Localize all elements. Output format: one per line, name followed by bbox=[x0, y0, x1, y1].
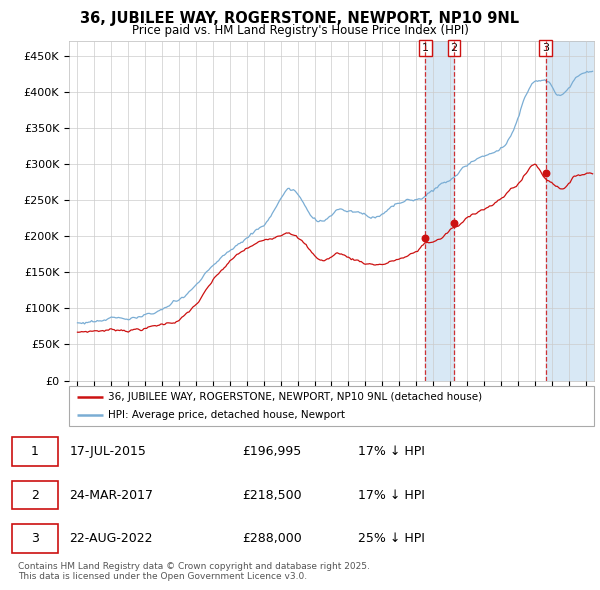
Text: 25% ↓ HPI: 25% ↓ HPI bbox=[358, 532, 424, 545]
Point bbox=[541, 168, 550, 178]
Bar bbox=[545, 41, 594, 381]
Text: 22-AUG-2022: 22-AUG-2022 bbox=[70, 532, 153, 545]
Text: 24-MAR-2017: 24-MAR-2017 bbox=[70, 489, 154, 502]
FancyBboxPatch shape bbox=[12, 524, 58, 552]
Text: £196,995: £196,995 bbox=[242, 445, 302, 458]
Text: 36, JUBILEE WAY, ROGERSTONE, NEWPORT, NP10 9NL: 36, JUBILEE WAY, ROGERSTONE, NEWPORT, NP… bbox=[80, 11, 520, 25]
Point bbox=[421, 234, 430, 243]
Text: 17% ↓ HPI: 17% ↓ HPI bbox=[358, 445, 424, 458]
Text: £288,000: £288,000 bbox=[242, 532, 302, 545]
Text: 36, JUBILEE WAY, ROGERSTONE, NEWPORT, NP10 9NL (detached house): 36, JUBILEE WAY, ROGERSTONE, NEWPORT, NP… bbox=[109, 392, 482, 402]
Text: Contains HM Land Registry data © Crown copyright and database right 2025.
This d: Contains HM Land Registry data © Crown c… bbox=[18, 562, 370, 581]
Text: 3: 3 bbox=[542, 43, 549, 53]
Text: 17% ↓ HPI: 17% ↓ HPI bbox=[358, 489, 424, 502]
Point bbox=[449, 218, 459, 228]
Bar bbox=[425, 41, 454, 381]
Text: HPI: Average price, detached house, Newport: HPI: Average price, detached house, Newp… bbox=[109, 410, 346, 420]
FancyBboxPatch shape bbox=[12, 481, 58, 509]
Text: 3: 3 bbox=[31, 532, 39, 545]
Text: 1: 1 bbox=[422, 43, 429, 53]
FancyBboxPatch shape bbox=[12, 438, 58, 466]
Text: £218,500: £218,500 bbox=[242, 489, 302, 502]
Text: 2: 2 bbox=[451, 43, 458, 53]
Text: Price paid vs. HM Land Registry's House Price Index (HPI): Price paid vs. HM Land Registry's House … bbox=[131, 24, 469, 37]
Text: 17-JUL-2015: 17-JUL-2015 bbox=[70, 445, 146, 458]
Text: 1: 1 bbox=[31, 445, 39, 458]
Text: 2: 2 bbox=[31, 489, 39, 502]
